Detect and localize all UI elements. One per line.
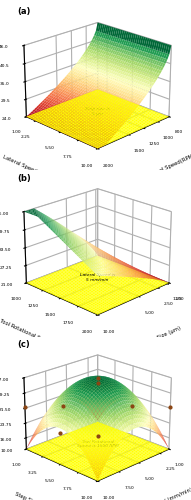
X-axis label: Lateral Speed (mm/min): Lateral Speed (mm/min)	[132, 486, 191, 500]
Y-axis label: Tool Rotational Speed(RPM): Tool Rotational Speed(RPM)	[0, 319, 67, 353]
X-axis label: Step Size (μm): Step Size (μm)	[144, 326, 181, 346]
Text: (b): (b)	[17, 174, 31, 182]
Text: (a): (a)	[17, 8, 31, 16]
Y-axis label: Lateral Speed (mm/min): Lateral Speed (mm/min)	[2, 154, 64, 185]
X-axis label: Tool Rotational Speed(RPM): Tool Rotational Speed(RPM)	[129, 152, 191, 186]
Y-axis label: Step Size (μm): Step Size (μm)	[14, 492, 52, 500]
Text: (c): (c)	[17, 340, 30, 349]
